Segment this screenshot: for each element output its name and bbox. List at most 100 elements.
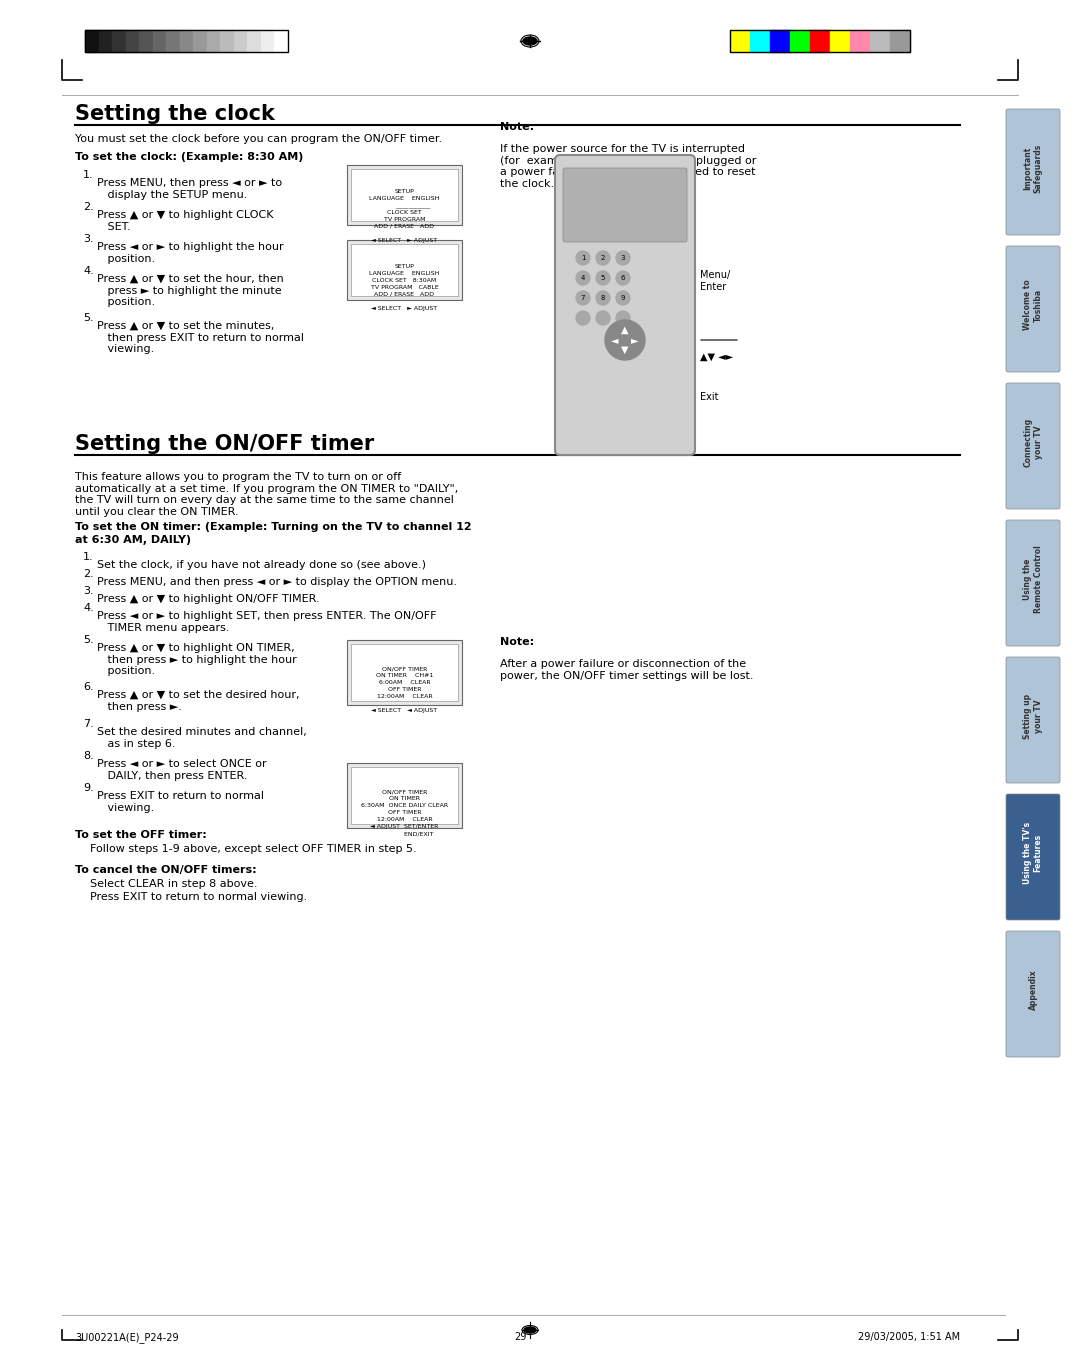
Bar: [351, 244, 458, 296]
Circle shape: [576, 290, 590, 306]
Text: ◄ ADJUST  SET/ENTER: ◄ ADJUST SET/ENTER: [370, 823, 438, 829]
Bar: [98, 30, 112, 52]
FancyBboxPatch shape: [1005, 384, 1059, 510]
Text: To set the ON timer: (Example: Turning on the TV to channel 12: To set the ON timer: (Example: Turning o…: [75, 522, 472, 532]
Text: After a power failure or disconnection of the
power, the ON/OFF timer settings w: After a power failure or disconnection o…: [500, 659, 754, 681]
Bar: [233, 30, 247, 52]
Text: ADD / ERASE   ADD: ADD / ERASE ADD: [375, 292, 434, 296]
Text: 5: 5: [600, 275, 605, 281]
Text: Press ▲ or ▼ to set the desired hour,
   then press ►.: Press ▲ or ▼ to set the desired hour, th…: [97, 690, 299, 711]
Bar: [810, 30, 831, 52]
Text: Menu/
Enter: Menu/ Enter: [700, 270, 730, 292]
Text: 12:00AM    CLEAR: 12:00AM CLEAR: [377, 695, 432, 699]
Text: ▲: ▲: [621, 325, 629, 336]
Bar: [870, 30, 890, 52]
Bar: [347, 763, 462, 827]
Text: You must set the clock before you can program the ON/OFF timer.: You must set the clock before you can pr…: [75, 134, 442, 144]
Bar: [770, 30, 789, 52]
Text: To set the clock: (Example: 8:30 AM): To set the clock: (Example: 8:30 AM): [75, 152, 303, 162]
Text: END/EXIT: END/EXIT: [376, 832, 433, 836]
Text: OFF TIMER: OFF TIMER: [388, 686, 421, 692]
Text: Set the clock, if you have not already done so (see above.): Set the clock, if you have not already d…: [97, 560, 426, 570]
Text: 5.: 5.: [83, 636, 94, 645]
Bar: [347, 640, 462, 706]
Text: If the power source for the TV is interrupted
(for  example, the power cord is u: If the power source for the TV is interr…: [500, 144, 756, 189]
Text: SETUP: SETUP: [394, 263, 415, 269]
Text: 6: 6: [621, 275, 625, 281]
Text: Follow steps 1-9 above, except select OFF TIMER in step 5.: Follow steps 1-9 above, except select OF…: [90, 844, 417, 854]
Bar: [750, 30, 770, 52]
FancyBboxPatch shape: [555, 155, 696, 455]
Text: ON/OFF TIMER: ON/OFF TIMER: [382, 789, 428, 795]
Text: 1: 1: [581, 255, 585, 262]
Text: ◄: ◄: [611, 336, 619, 345]
Text: 3: 3: [621, 255, 625, 262]
Text: 8: 8: [600, 295, 605, 301]
Bar: [850, 30, 870, 52]
Text: Important
Safeguards: Important Safeguards: [1024, 144, 1042, 193]
FancyBboxPatch shape: [1005, 247, 1059, 373]
Bar: [347, 164, 462, 225]
Text: OFF TIMER: OFF TIMER: [388, 810, 421, 815]
Text: Connecting
your TV: Connecting your TV: [1024, 418, 1042, 467]
Bar: [112, 30, 125, 52]
Text: ON/OFF TIMER: ON/OFF TIMER: [382, 666, 428, 671]
Text: Press ▲ or ▼ to highlight CLOCK
   SET.: Press ▲ or ▼ to highlight CLOCK SET.: [97, 210, 273, 232]
Text: ◄ SELECT   ◄ ADJUST: ◄ SELECT ◄ ADJUST: [372, 708, 437, 712]
Text: ◄ SELECT   ► ADJUST: ◄ SELECT ► ADJUST: [372, 306, 437, 311]
Text: 7: 7: [581, 295, 585, 301]
Text: Welcome to
Toshiba: Welcome to Toshiba: [1024, 279, 1042, 330]
Bar: [206, 30, 220, 52]
Text: Press ▲ or ▼ to highlight ON/OFF TIMER.: Press ▲ or ▼ to highlight ON/OFF TIMER.: [97, 595, 320, 604]
Bar: [789, 30, 810, 52]
Text: 1.: 1.: [83, 552, 94, 562]
Bar: [247, 30, 260, 52]
Text: SETUP: SETUP: [394, 189, 415, 193]
Bar: [890, 30, 910, 52]
Text: Appendix: Appendix: [1028, 970, 1038, 1010]
Text: ►: ►: [631, 336, 638, 345]
Bar: [347, 240, 462, 300]
Text: CLOCK SET   8:30AM: CLOCK SET 8:30AM: [373, 278, 436, 282]
Bar: [152, 30, 166, 52]
Bar: [730, 30, 750, 52]
Text: Press ◄ or ► to highlight the hour
   position.: Press ◄ or ► to highlight the hour posit…: [97, 242, 284, 263]
FancyBboxPatch shape: [1005, 658, 1059, 784]
Text: This feature allows you to program the TV to turn on or off
automatically at a s: This feature allows you to program the T…: [75, 473, 458, 516]
Text: ◄ SELECT   ► ADJUST: ◄ SELECT ► ADJUST: [372, 237, 437, 242]
Text: Press ◄ or ► to highlight SET, then press ENTER. The ON/OFF
   TIMER menu appear: Press ◄ or ► to highlight SET, then pres…: [97, 611, 436, 633]
Circle shape: [616, 251, 630, 264]
Text: ADD / ERASE   ADD: ADD / ERASE ADD: [375, 223, 434, 229]
FancyBboxPatch shape: [1005, 521, 1059, 647]
Bar: [179, 30, 193, 52]
Bar: [730, 30, 910, 52]
Text: Setting the ON/OFF timer: Setting the ON/OFF timer: [75, 434, 375, 453]
Text: Using the
Remote Control: Using the Remote Control: [1024, 545, 1042, 612]
Bar: [166, 30, 179, 52]
Text: 29: 29: [514, 1332, 526, 1343]
Text: Press EXIT to return to normal viewing.: Press EXIT to return to normal viewing.: [90, 892, 307, 901]
Circle shape: [576, 271, 590, 285]
Text: 6.: 6.: [83, 682, 94, 692]
Text: To set the OFF timer:: To set the OFF timer:: [75, 830, 206, 840]
Text: Exit: Exit: [700, 392, 718, 401]
Text: Press EXIT to return to normal
   viewing.: Press EXIT to return to normal viewing.: [97, 790, 264, 812]
Text: ___________: ___________: [378, 203, 431, 207]
Circle shape: [596, 290, 610, 306]
Text: 7.: 7.: [83, 719, 94, 729]
Text: 1.: 1.: [83, 170, 94, 179]
Text: ▼: ▼: [621, 345, 629, 355]
Text: ▲▼ ◄►: ▲▼ ◄►: [700, 352, 733, 362]
Text: Press ▲ or ▼ to set the hour, then
   press ► to highlight the minute
   positio: Press ▲ or ▼ to set the hour, then press…: [97, 274, 284, 307]
Bar: [351, 644, 458, 701]
Text: Setting the clock: Setting the clock: [75, 104, 275, 125]
Text: Note:: Note:: [500, 637, 535, 647]
FancyBboxPatch shape: [1005, 110, 1059, 236]
Circle shape: [576, 311, 590, 325]
FancyBboxPatch shape: [1005, 795, 1059, 921]
Bar: [220, 30, 233, 52]
Text: 9.: 9.: [83, 784, 94, 793]
Text: Set the desired minutes and channel,
   as in step 6.: Set the desired minutes and channel, as …: [97, 727, 307, 748]
Circle shape: [616, 271, 630, 285]
Circle shape: [576, 251, 590, 264]
